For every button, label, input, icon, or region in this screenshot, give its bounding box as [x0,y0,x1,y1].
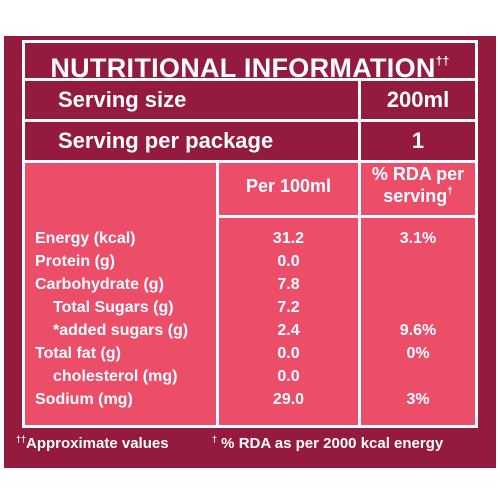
nutrient-name: *added sugars (g) [53,322,189,339]
serving-size-label: Serving size [58,87,187,112]
nutrient-per-100ml: 0.0 [277,253,300,270]
serving-per-package-value: 1 [411,128,425,153]
nutrient-rda: 3% [406,391,430,408]
serving-per-package-row: Serving per package 1 [25,122,475,160]
title-footnote-mark: †† [435,54,450,68]
rda-header-line2: serving [383,186,448,206]
nutrient-per-100ml: 0.0 [277,368,300,385]
nutrient-name: Total Sugars (g) [53,299,174,316]
nutrient-row: cholesterol (mg) 0.0 [25,365,475,388]
nutrient-row: Energy (kcal) 31.2 3.1% [25,227,475,250]
per-100ml-header: Per 100ml [245,176,332,196]
footnote-approx: ††Approximate values [16,434,169,452]
serving-per-package-label: Serving per package [58,128,274,153]
nutrient-row: Carbohydrate (g) 7.8 [25,273,475,296]
nutrient-name: Carbohydrate (g) [35,276,164,293]
nutrient-row: Sodium (mg) 29.0 3% [25,388,475,411]
nutrient-name: Energy (kcal) [35,230,136,247]
nutrient-row: Total Sugars (g) 7.2 [25,296,475,319]
column-divider-rda [358,81,361,425]
column-divider-per100 [216,163,219,425]
row-divider [25,119,475,122]
serving-size-row: Serving size 200ml [25,81,475,119]
nutrient-per-100ml: 7.8 [277,276,300,293]
nutrient-rda: 3.1% [399,230,437,247]
header-divider [219,215,475,218]
footnote-approx-text: Approximate values [26,435,169,452]
nutrient-rda: 0% [406,345,430,362]
nutrient-name: cholesterol (mg) [53,368,178,385]
nutrient-row: Protein (g) 0.0 [25,250,475,273]
rda-header-mark: † [447,186,453,197]
nutrient-name: Sodium (mg) [35,391,133,408]
nutrient-rda: 9.6% [399,322,437,339]
nutrient-per-100ml: 29.0 [272,391,305,408]
nutrient-row: *added sugars (g) 2.4 9.6% [25,319,475,342]
nutrient-per-100ml: 2.4 [277,322,300,339]
footnote-rda-text: % RDA as per 2000 kcal energy [217,435,444,452]
nutrient-row: Total fat (g) 0.0 0% [25,342,475,365]
footnotes: ††Approximate values † % RDA as per 2000… [16,430,496,453]
row-divider [25,160,475,163]
rda-header-line1: % RDA per [371,164,465,184]
footnote-rda-mark: † [212,434,218,444]
nutrition-title: NUTRITIONAL INFORMATION†† [22,40,478,83]
nutrient-name: Protein (g) [35,253,115,270]
nutrient-name: Total fat (g) [35,345,121,362]
nutrition-table: Serving size 200ml Serving per package 1… [22,78,478,428]
nutrient-per-100ml: 31.2 [272,230,305,247]
serving-size-value: 200ml [386,87,450,112]
nutrient-per-100ml: 7.2 [277,299,300,316]
footnote-rda: † % RDA as per 2000 kcal energy [212,430,443,453]
nutrient-per-100ml: 0.0 [277,345,300,362]
footnote-approx-mark: †† [16,434,27,444]
rda-header: % RDA per serving† [361,165,475,205]
